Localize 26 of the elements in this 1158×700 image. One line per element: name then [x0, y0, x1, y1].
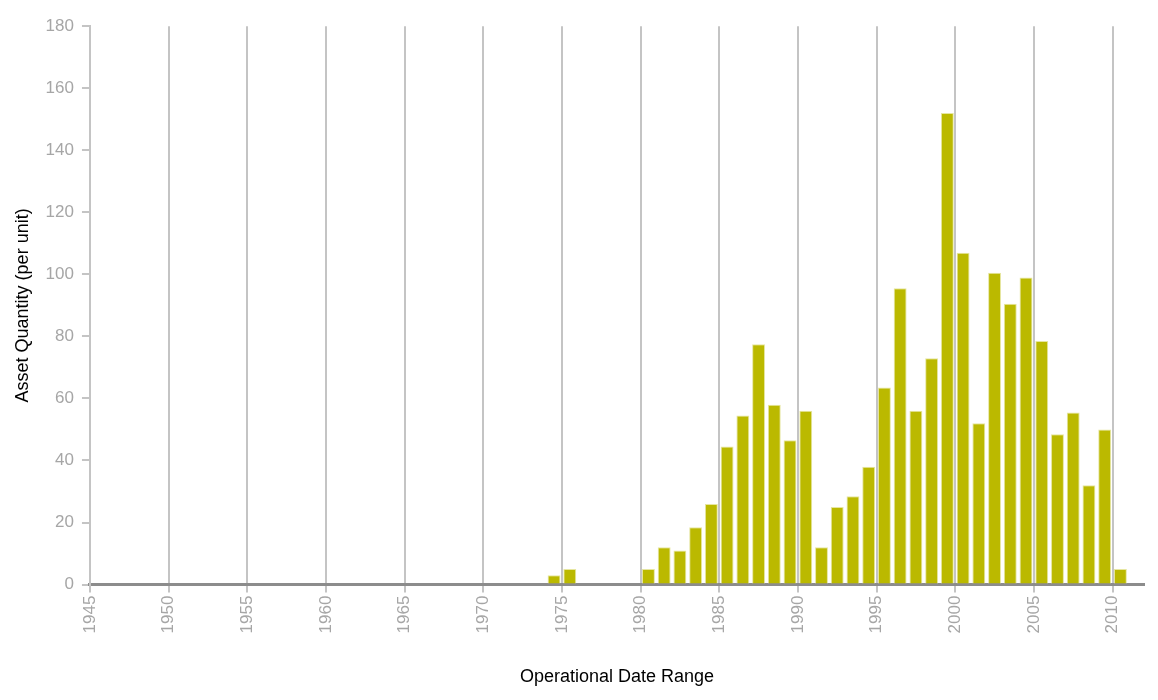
- x-tick-label: 1995: [866, 595, 886, 634]
- y-tick-label: 140: [45, 139, 74, 159]
- y-axis-title: Asset Quantity (per unit): [11, 208, 32, 403]
- x-tick-label: 1960: [315, 595, 335, 634]
- x-tick-label: 1990: [787, 595, 807, 634]
- x-tick-label: 1975: [551, 595, 571, 634]
- y-tick-label: 40: [55, 450, 74, 470]
- y-tick-label: 0: [64, 574, 74, 594]
- x-tick-label: 1985: [708, 595, 728, 634]
- y-tick-label: 120: [45, 202, 74, 222]
- y-tick-label: 20: [55, 512, 74, 532]
- y-tick-label: 80: [55, 326, 74, 346]
- y-tick-label: 160: [45, 77, 74, 97]
- x-tick-label: 2010: [1102, 595, 1122, 634]
- x-tick-label: 2000: [944, 595, 964, 634]
- x-tick-label: 1980: [630, 595, 650, 634]
- x-tick-label: 1970: [472, 595, 492, 634]
- y-tick-label: 100: [45, 264, 74, 284]
- y-tick-label: 180: [45, 15, 74, 35]
- y-tick-label: 60: [55, 388, 74, 408]
- x-tick-label: 1950: [158, 595, 178, 634]
- x-tick-label: 1965: [394, 595, 414, 634]
- x-tick-label: 1945: [79, 595, 99, 634]
- x-axis-title: Operational Date Range: [519, 666, 715, 687]
- x-tick-label: 1955: [236, 595, 256, 634]
- x-tick-label: 2005: [1023, 595, 1043, 634]
